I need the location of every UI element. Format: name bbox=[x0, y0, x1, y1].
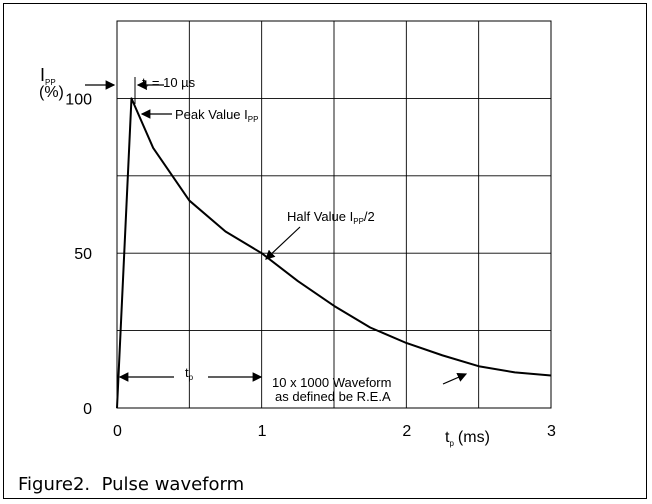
figure-caption: Figure2. Pulse waveform bbox=[18, 474, 245, 495]
figure-frame: 0 1 2 3 0 50 100 IPP (%) tp (ms) tr = 10 µs Pea… bbox=[3, 3, 647, 499]
x-tick-label: 3 bbox=[547, 423, 556, 440]
y-axis-unit: (%) bbox=[39, 84, 64, 101]
x-tick-label: 1 bbox=[258, 423, 267, 440]
tp-label: tp bbox=[185, 365, 194, 382]
y-tick-label: 100 bbox=[65, 91, 92, 108]
half-label: Half Value IPP/2 bbox=[287, 209, 375, 226]
waveform-line bbox=[116, 97, 552, 409]
pulse-waveform-chart: 0 1 2 3 0 50 100 IPP (%) tp (ms) tr = 10 µs Pea… bbox=[39, 20, 556, 448]
tick-labels: 0 1 2 3 0 50 100 bbox=[65, 91, 556, 440]
x-axis-label: tp (ms) bbox=[445, 429, 490, 448]
tr-label: tr = 10 µs bbox=[142, 75, 196, 92]
chart-axes bbox=[116, 20, 552, 409]
x-tick-label: 0 bbox=[113, 423, 122, 440]
waveform-label-line2: as defined be R.E.A bbox=[275, 389, 391, 404]
y-tick-label: 0 bbox=[83, 401, 92, 418]
plot-border bbox=[116, 20, 552, 409]
x-tick-label: 2 bbox=[402, 423, 411, 440]
half-arrow bbox=[265, 226, 301, 260]
peak-label: Peak Value IPP bbox=[175, 107, 258, 124]
y-tick-label: 50 bbox=[74, 246, 92, 263]
waveform-label-line1: 10 x 1000 Waveform bbox=[272, 375, 391, 390]
waveform-arrow bbox=[442, 372, 468, 385]
y-axis-label: IPP bbox=[40, 65, 56, 87]
